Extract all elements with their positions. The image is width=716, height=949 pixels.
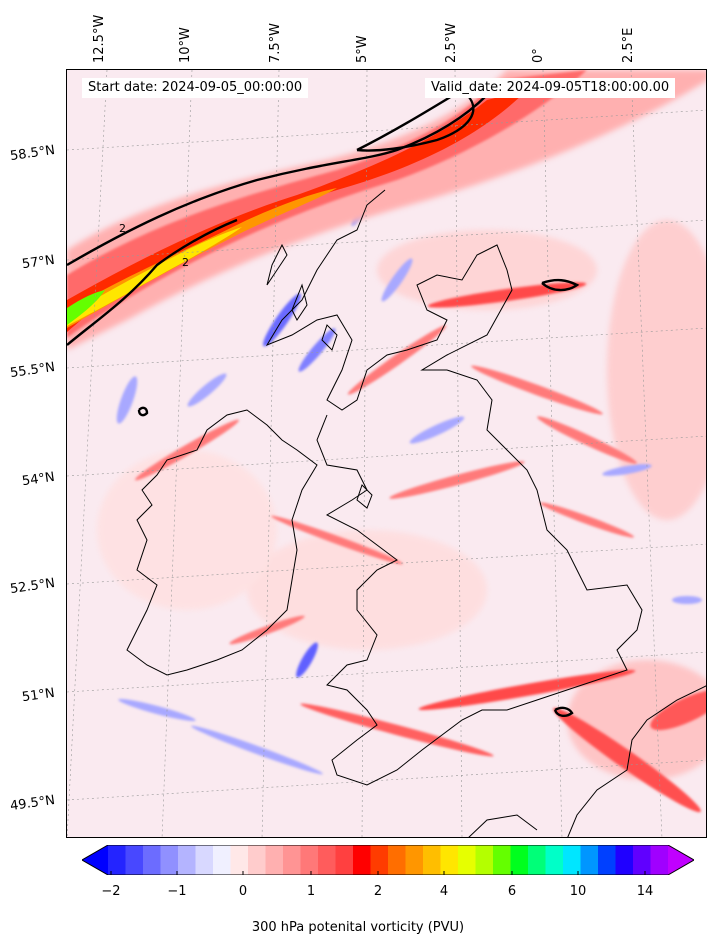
- colorbar-segment: [458, 845, 476, 875]
- colorbar-segment: [563, 845, 581, 875]
- isle-of-man-coast: [356, 484, 373, 509]
- colorbar-segment: [598, 845, 616, 875]
- colorbar-segment: [300, 845, 319, 875]
- pv-map-svg: 2 2: [67, 70, 706, 837]
- colorbar-segment: [405, 845, 424, 875]
- colorbar-segment: [178, 845, 196, 875]
- colorbar-segment: [580, 845, 599, 875]
- lat-label-52-5n: 52.5°N: [9, 575, 56, 598]
- colorbar-segment: [510, 845, 529, 875]
- colorbar-segment: [423, 845, 441, 875]
- lat-label-51n: 51°N: [21, 685, 56, 706]
- great-britain-coast: [265, 189, 643, 786]
- colorbar-tick-label: 1: [306, 884, 316, 899]
- colorbar: [82, 845, 694, 875]
- colorbar-tick-label: 4: [439, 884, 449, 899]
- colorbar-segment: [353, 845, 371, 875]
- colorbar-segment: [143, 845, 161, 875]
- colorbar-tick-label: 6: [507, 884, 517, 899]
- colorbar-tick-label: 10: [569, 884, 587, 899]
- colorbar-tick-label: −2: [101, 884, 121, 899]
- colorbar-extend-min: [82, 845, 108, 875]
- contour-label-2b: 2: [182, 256, 189, 269]
- lat-label-58-5n: 58.5°N: [9, 142, 56, 165]
- colorbar-segment: [650, 845, 669, 875]
- colorbar-segment: [440, 845, 459, 875]
- colorbar-segment: [195, 845, 214, 875]
- colorbar-segment: [318, 845, 336, 875]
- ireland-coast: [126, 409, 318, 676]
- lon-label-0: 0°: [531, 48, 546, 63]
- colorbar-segment: [370, 845, 389, 875]
- colorbar-tick-label: 14: [636, 884, 654, 899]
- start-date-annotation: Start date: 2024-09-05_00:00:00: [82, 78, 309, 98]
- colorbar-segment: [108, 845, 126, 875]
- colorbar-segment: [230, 845, 249, 875]
- colorbar-segment: [528, 845, 546, 875]
- lon-label-2-5w: 2.5°W: [444, 22, 459, 63]
- pv-positive-streaks: [134, 282, 706, 813]
- continent-coast: [567, 685, 706, 837]
- map-panel[interactable]: 2 2: [66, 69, 707, 838]
- graticule: [67, 70, 706, 837]
- lat-label-55-5n: 55.5°N: [9, 359, 56, 382]
- colorbar-label: 300 hPa potenital vorticity (PVU): [251, 920, 465, 935]
- colorbar-segment: [388, 845, 406, 875]
- colorbar-segment: [265, 845, 284, 875]
- contour-label-2: 2: [119, 222, 126, 235]
- colorbar-segment: [615, 845, 634, 875]
- colorbar-segment: [283, 845, 301, 875]
- lon-label-2-5e: 2.5°E: [621, 27, 636, 63]
- colorbar-tick-label: 0: [238, 884, 248, 899]
- colorbar-segment: [125, 845, 144, 875]
- brittany-coast: [468, 814, 538, 837]
- lat-label-54n: 54°N: [21, 469, 56, 490]
- lat-label-57n: 57°N: [21, 252, 56, 273]
- colorbar-segment: [335, 845, 354, 875]
- lon-label-10w: 10°W: [178, 27, 193, 63]
- valid-date-annotation: Valid_date: 2024-09-05T18:00:00.00: [425, 78, 676, 98]
- colorbar-segment: [475, 845, 494, 875]
- lat-label-49-5n: 49.5°N: [9, 792, 56, 815]
- colorbar-extend-max: [668, 845, 694, 875]
- colorbar-segment: [248, 845, 266, 875]
- colorbar-segment: [160, 845, 179, 875]
- pv-2-contours: [67, 88, 580, 718]
- colorbar-segment: [493, 845, 511, 875]
- colorbar-tick-label: −1: [167, 884, 187, 899]
- colorbar-segment: [545, 845, 564, 875]
- hebrides-coast: [266, 243, 338, 351]
- colorbar-tick-label: 2: [373, 884, 383, 899]
- lon-label-7-5w: 7.5°W: [268, 22, 283, 63]
- coastlines: [126, 189, 706, 837]
- colorbar-segment: [633, 845, 651, 875]
- colorbar-segment: [213, 845, 231, 875]
- lon-label-5w: 5°W: [355, 35, 370, 63]
- lon-label-12-5w: 12.5°W: [92, 14, 107, 63]
